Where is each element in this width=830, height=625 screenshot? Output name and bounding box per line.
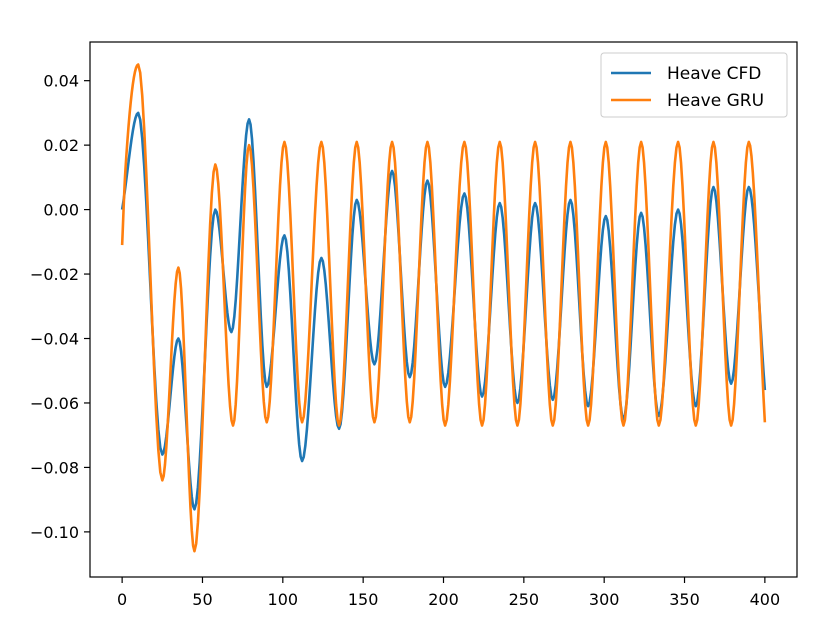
y-tick-label: −0.06 [30,394,79,413]
x-tick-label: 400 [750,590,781,609]
series-layer [120,63,767,553]
series-line-heave-cfd [120,111,767,511]
y-tick-label: −0.10 [30,523,79,542]
legend-label-heave-gru: Heave GRU [667,91,764,111]
y-tick-label: −0.08 [30,458,79,477]
x-tick-label: 50 [192,590,212,609]
y-tick-label: 0.00 [43,201,79,220]
y-tick-label: 0.02 [43,136,79,155]
legend-label-heave-cfd: Heave CFD [667,64,761,84]
y-tick-label: −0.04 [30,330,79,349]
x-tick-label: 200 [428,590,459,609]
series-line-heave-gru [120,63,767,553]
y-tick-label: −0.02 [30,265,79,284]
x-tick-label: 250 [509,590,540,609]
x-tick-label: 150 [348,590,379,609]
x-axis: 0 50 100 150 200 250 300 350 400 [117,577,780,609]
x-tick-label: 300 [589,590,620,609]
x-tick-label: 350 [669,590,700,609]
x-tick-label: 0 [117,590,127,609]
y-axis: 0.04 0.02 0.00 −0.02 −0.04 −0.06 −0.08 −0.10 [30,72,90,542]
y-tick-label: 0.04 [43,72,79,91]
x-tick-label: 100 [268,590,299,609]
legend: Heave CFD Heave GRU [600,52,788,118]
